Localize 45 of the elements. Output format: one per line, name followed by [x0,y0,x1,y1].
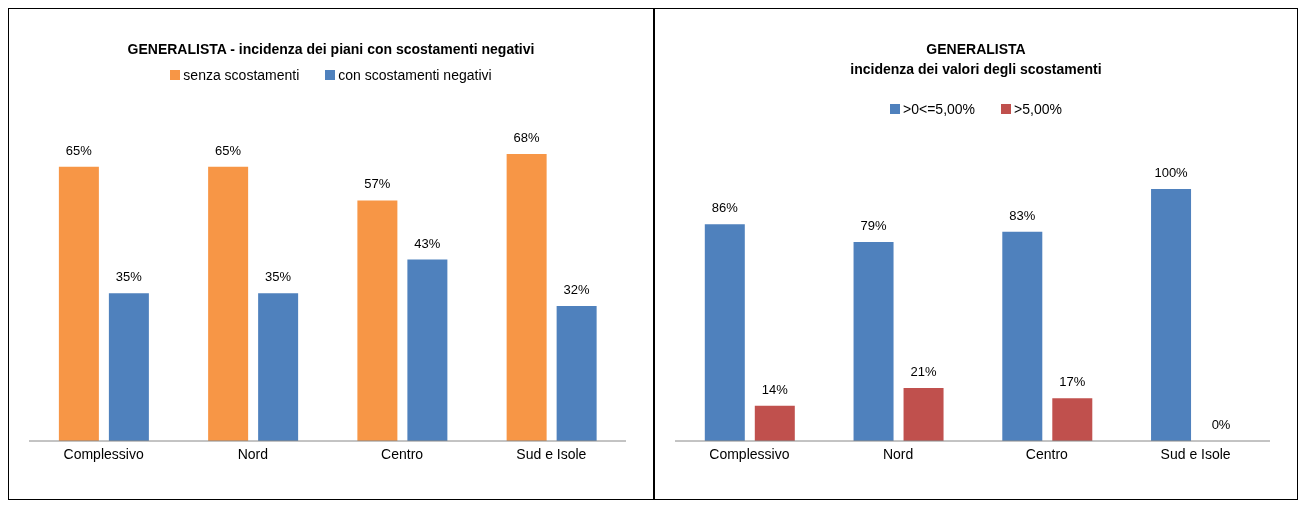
bar [258,293,299,441]
bar [506,154,547,441]
data-label: 35% [265,269,292,285]
bar [1151,189,1192,441]
bar [357,200,398,441]
data-label: 32% [563,281,591,297]
bar [58,166,99,441]
data-label: 83% [1009,207,1036,223]
x-tick-label: Centro [1025,445,1069,462]
data-label: 65% [65,142,93,158]
legend-label: >0<=5,00% [903,101,976,117]
data-label: 17% [1059,374,1086,390]
legend-label: con scostamenti negativi [338,67,492,83]
data-label: 79% [860,217,887,233]
bar [1052,398,1093,441]
legend-label: senza scostamenti [183,67,300,83]
bar [754,405,795,441]
bar [556,305,597,441]
bar [903,388,944,441]
bar [853,241,894,441]
data-label: 68% [513,130,541,145]
data-label: 0% [1211,416,1231,432]
data-label: 86% [711,200,739,216]
x-tick-label: Nord [237,445,269,462]
data-label: 43% [414,235,441,251]
x-tick-label: Sud e Isole [1160,445,1231,462]
data-label: 65% [215,142,242,158]
bar [704,224,745,441]
chart-title: GENERALISTA - incidenza dei piani con scostamenti negativi [126,40,536,59]
bar [208,166,249,441]
x-tick-label: Sud e Isole [516,445,587,462]
data-label: 21% [910,364,937,380]
bar [108,293,149,441]
legend-label: >5,00% [1014,101,1062,117]
x-tick-label: Complessivo [63,445,144,462]
data-label: 35% [115,269,143,285]
chart-title: GENERALISTA incidenza dei valori degli scostamenti [849,40,1103,79]
data-label: 14% [761,381,789,397]
data-label: 100% [1154,165,1189,180]
bar [407,259,448,441]
x-tick-label: Complessivo [709,445,790,462]
x-tick-label: Centro [381,445,424,462]
x-tick-label: Nord [882,445,914,462]
bar [1002,231,1043,441]
data-label: 57% [364,176,391,192]
